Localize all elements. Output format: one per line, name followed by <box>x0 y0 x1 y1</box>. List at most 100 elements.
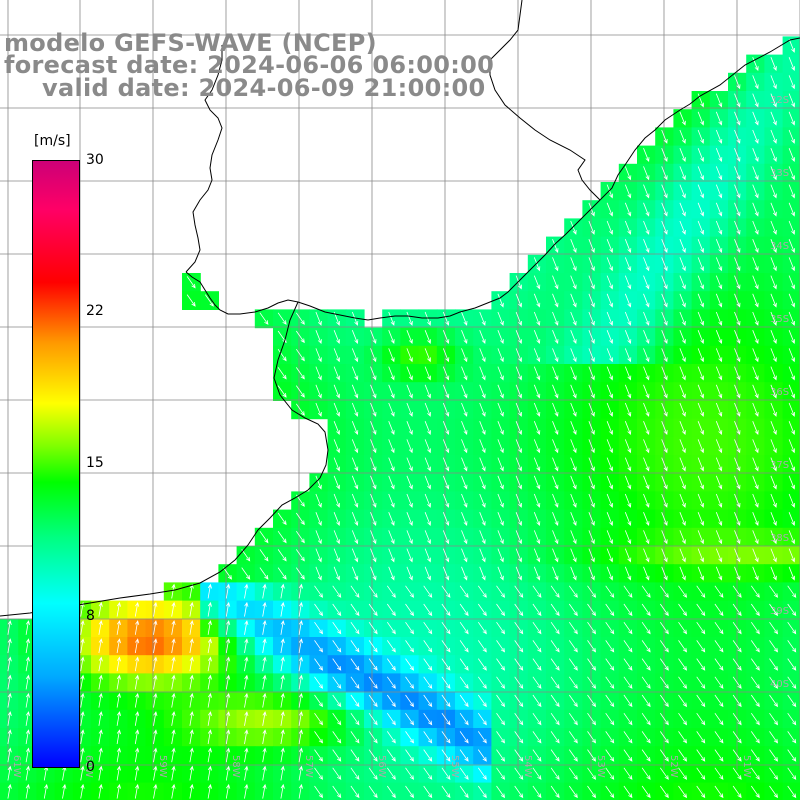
wind-arrow <box>189 765 194 781</box>
wind-arrow <box>497 402 504 417</box>
wind-arrow <box>697 512 704 527</box>
wind-arrow <box>624 421 632 436</box>
wind-arrow <box>661 366 668 381</box>
wind-arrow <box>406 475 413 490</box>
wind-arrow <box>752 220 759 235</box>
wind-arrow <box>405 585 415 598</box>
wind-arrow <box>533 530 541 545</box>
wind-arrow <box>624 202 632 217</box>
wind-arrow <box>515 439 522 454</box>
wind-arrow <box>750 603 760 617</box>
wind-arrow <box>496 767 506 780</box>
wind-arrow <box>697 530 704 545</box>
wind-arrow <box>368 585 378 598</box>
wind-arrow <box>568 676 578 689</box>
wind-arrow <box>277 567 287 580</box>
wind-arrow <box>386 603 396 617</box>
wind-arrow <box>315 512 322 527</box>
colorbar-tick-0: 0 <box>86 759 95 775</box>
wind-arrow <box>461 493 468 508</box>
wind-arrow <box>171 583 176 599</box>
wind-arrow <box>679 366 686 381</box>
wind-arrow <box>715 202 723 217</box>
wind-arrow <box>134 601 140 617</box>
wind-arrow <box>624 366 632 381</box>
speed-cell <box>782 200 800 219</box>
wind-arrow <box>769 603 779 617</box>
wind-arrow <box>570 566 577 581</box>
wind-arrow <box>788 439 795 454</box>
wind-arrow <box>624 311 632 326</box>
wind-arrow <box>679 475 686 490</box>
wind-arrow <box>697 275 704 290</box>
speed-cell <box>782 509 800 529</box>
wind-arrow <box>624 439 632 454</box>
wind-arrow <box>259 567 269 580</box>
wind-arrow <box>386 621 396 635</box>
wind-arrow <box>659 658 669 671</box>
wind-arrow <box>298 783 303 799</box>
wind-arrow <box>624 184 632 199</box>
wind-arrow <box>624 475 632 490</box>
wind-arrow <box>697 166 704 181</box>
wind-arrow <box>406 566 413 581</box>
speed-cell <box>782 637 800 656</box>
wind-arrow <box>461 475 468 490</box>
wind-arrow <box>351 421 359 436</box>
wind-arrow <box>424 548 431 563</box>
speed-cell <box>782 218 800 238</box>
speed-cell <box>527 782 547 802</box>
wind-arrow <box>715 402 723 417</box>
wind-arrow <box>116 729 121 745</box>
wind-arrow <box>787 785 797 799</box>
wind-arrow <box>679 257 686 272</box>
latitude-label: 37S <box>770 460 789 471</box>
wind-arrow <box>623 603 633 617</box>
wind-arrow <box>606 566 613 581</box>
wind-arrow <box>204 294 214 307</box>
wind-arrow <box>588 330 595 345</box>
wind-arrow <box>661 202 668 217</box>
wind-arrow <box>479 330 486 345</box>
wind-arrow <box>496 621 506 635</box>
wind-arrow <box>661 239 668 254</box>
wind-arrow <box>641 621 651 635</box>
wind-arrow <box>624 566 632 581</box>
wind-arrow <box>80 620 85 635</box>
wind-arrow <box>552 566 559 581</box>
wind-arrow <box>277 512 287 526</box>
wind-arrow <box>351 475 359 490</box>
wind-arrow <box>769 640 779 653</box>
wind-arrow <box>262 674 267 690</box>
wind-arrow <box>225 583 231 599</box>
wind-arrow <box>333 530 340 545</box>
wind-arrow <box>732 676 742 689</box>
wind-arrow <box>280 729 285 745</box>
wind-arrow <box>280 620 285 635</box>
wind-arrow <box>715 384 723 399</box>
wind-arrow <box>116 765 121 781</box>
wind-arrow <box>80 674 85 690</box>
wind-arrow <box>405 785 415 799</box>
wind-arrow <box>262 583 267 599</box>
wind-arrow <box>332 621 342 635</box>
wind-arrow <box>315 530 322 545</box>
wind-arrow <box>7 674 12 690</box>
wind-arrow <box>370 402 377 417</box>
wind-arrow <box>298 638 303 654</box>
wind-arrow <box>570 439 577 454</box>
speed-cell <box>782 418 800 438</box>
speed-cell <box>782 546 800 565</box>
wind-arrow <box>715 439 723 454</box>
wind-arrow <box>388 311 395 326</box>
wind-arrow <box>314 767 324 780</box>
wind-arrow <box>732 785 742 799</box>
wind-arrow <box>752 184 759 199</box>
wind-arrow <box>587 694 597 708</box>
wind-arrow <box>515 566 522 581</box>
wind-arrow <box>788 257 795 272</box>
wind-arrow <box>587 676 597 689</box>
wind-arrow <box>697 257 704 272</box>
wind-arrow <box>244 783 249 799</box>
wind-arrow <box>388 493 395 508</box>
